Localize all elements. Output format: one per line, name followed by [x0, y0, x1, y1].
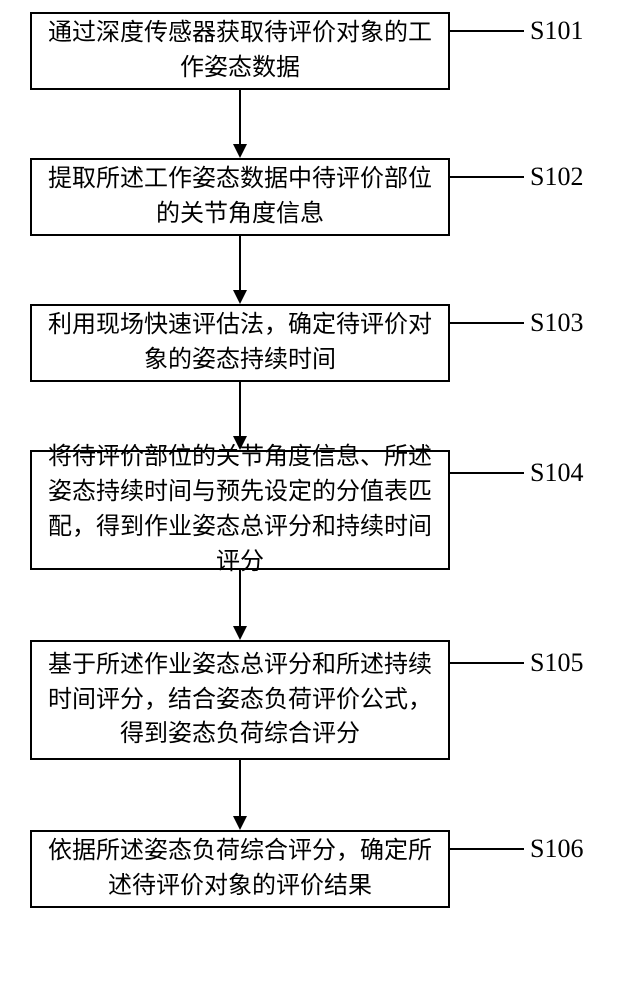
- flow-step-4-text: 将待评价部位的关节角度信息、所述姿态持续时间与预先设定的分值表匹配，得到作业姿态…: [46, 440, 434, 579]
- flow-step-3-label: S103: [530, 308, 583, 338]
- flow-step-2-label: S102: [530, 162, 583, 192]
- flow-step-5-text: 基于所述作业姿态总评分和所述持续时间评分，结合姿态负荷评价公式，得到姿态负荷综合…: [46, 648, 434, 752]
- leader-line-2: [450, 176, 524, 178]
- leader-line-6: [450, 848, 524, 850]
- arrow-3-line: [239, 382, 241, 436]
- leader-line-1: [450, 30, 524, 32]
- flow-step-6: 依据所述姿态负荷综合评分，确定所述待评价对象的评价结果: [30, 830, 450, 908]
- flow-step-3: 利用现场快速评估法，确定待评价对象的姿态持续时间: [30, 304, 450, 382]
- arrow-4-head: [233, 626, 247, 640]
- arrow-1-head: [233, 144, 247, 158]
- flow-step-5: 基于所述作业姿态总评分和所述持续时间评分，结合姿态负荷评价公式，得到姿态负荷综合…: [30, 640, 450, 760]
- leader-line-3: [450, 322, 524, 324]
- arrow-1-line: [239, 90, 241, 144]
- leader-line-5: [450, 662, 524, 664]
- arrow-2-line: [239, 236, 241, 290]
- flow-step-1-label: S101: [530, 16, 583, 46]
- flow-step-4-label: S104: [530, 458, 583, 488]
- flow-step-6-label: S106: [530, 834, 583, 864]
- arrow-4-line: [239, 570, 241, 626]
- arrow-5-head: [233, 816, 247, 830]
- flow-step-1-text: 通过深度传感器获取待评价对象的工作姿态数据: [46, 16, 434, 86]
- flow-step-1: 通过深度传感器获取待评价对象的工作姿态数据: [30, 12, 450, 90]
- flow-step-4: 将待评价部位的关节角度信息、所述姿态持续时间与预先设定的分值表匹配，得到作业姿态…: [30, 450, 450, 570]
- flow-step-5-label: S105: [530, 648, 583, 678]
- flow-step-3-text: 利用现场快速评估法，确定待评价对象的姿态持续时间: [46, 308, 434, 378]
- arrow-5-line: [239, 760, 241, 816]
- flow-step-6-text: 依据所述姿态负荷综合评分，确定所述待评价对象的评价结果: [46, 834, 434, 904]
- flow-step-2-text: 提取所述工作姿态数据中待评价部位的关节角度信息: [46, 162, 434, 232]
- leader-line-4: [450, 472, 524, 474]
- flow-step-2: 提取所述工作姿态数据中待评价部位的关节角度信息: [30, 158, 450, 236]
- arrow-2-head: [233, 290, 247, 304]
